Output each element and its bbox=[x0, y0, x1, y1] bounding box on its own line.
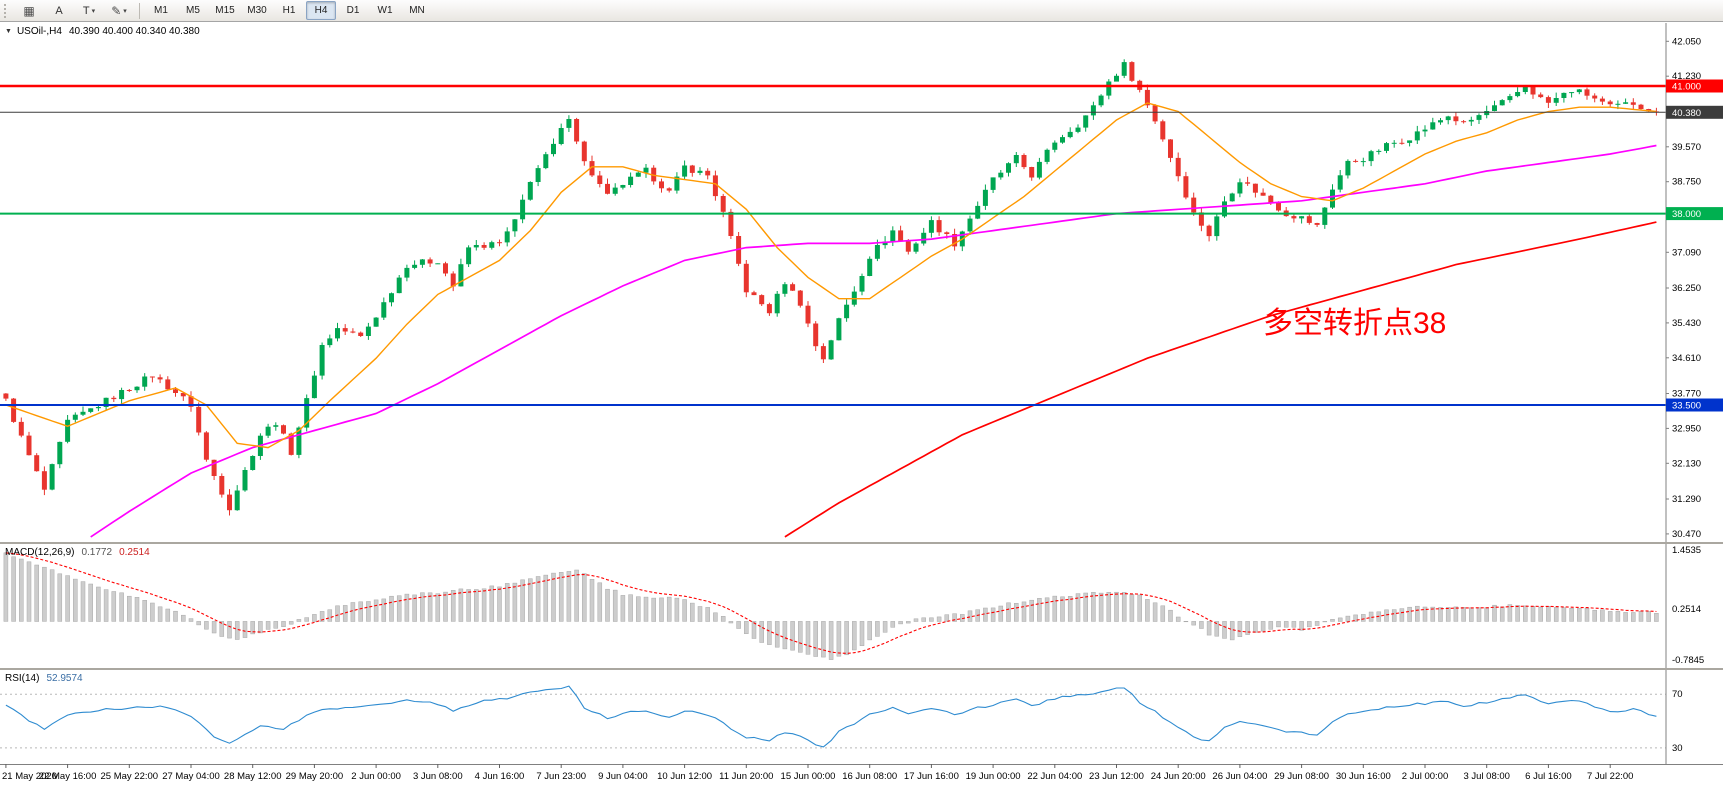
svg-text:29 Jun 08:00: 29 Jun 08:00 bbox=[1274, 771, 1329, 782]
svg-text:42.050: 42.050 bbox=[1672, 36, 1701, 47]
font-tool-button[interactable]: A bbox=[45, 1, 73, 20]
svg-text:2 Jul 00:00: 2 Jul 00:00 bbox=[1402, 771, 1448, 782]
panel-divider[interactable] bbox=[0, 542, 1723, 544]
toolbar-separator bbox=[139, 2, 140, 19]
font-tool-label: A bbox=[55, 4, 63, 17]
svg-text:9 Jun 04:00: 9 Jun 04:00 bbox=[598, 771, 648, 782]
svg-text:26 Jun 04:00: 26 Jun 04:00 bbox=[1212, 771, 1267, 782]
timeframe-button-m15[interactable]: M15 bbox=[215, 5, 235, 16]
svg-text:38.000: 38.000 bbox=[1672, 209, 1701, 220]
svg-text:33.500: 33.500 bbox=[1672, 401, 1701, 412]
timeframe-button-h4[interactable]: H4 bbox=[306, 1, 336, 20]
text-tool-label: T bbox=[82, 4, 90, 17]
svg-text:30: 30 bbox=[1672, 743, 1683, 754]
svg-text:15 Jun 00:00: 15 Jun 00:00 bbox=[781, 771, 836, 782]
rsi-canvas[interactable]: 70 30 bbox=[0, 670, 1723, 764]
svg-text:31.290: 31.290 bbox=[1672, 494, 1701, 505]
text-label-tool-button[interactable]: T ▾ bbox=[75, 1, 103, 20]
price-chart-canvas[interactable]: 42.05041.23039.57038.75037.93037.09036.2… bbox=[0, 23, 1723, 542]
chart-symbol-title: USOil-,H4 bbox=[16, 26, 62, 37]
timeframe-button-m30[interactable]: M30 bbox=[247, 5, 267, 16]
toolbar-grip-handle[interactable] bbox=[4, 3, 10, 18]
svg-text:41.000: 41.000 bbox=[1672, 82, 1701, 93]
svg-text:4 Jun 16:00: 4 Jun 16:00 bbox=[475, 771, 525, 782]
pencil-icon: ✎ bbox=[111, 3, 122, 18]
svg-text:34.610: 34.610 bbox=[1672, 353, 1701, 364]
timeframe-button-mn[interactable]: MN bbox=[409, 5, 425, 16]
price-chart-panel: ▼ USOil-,H4 40.390 40.400 40.340 40.380 … bbox=[0, 23, 1723, 542]
svg-text:37.090: 37.090 bbox=[1672, 247, 1701, 258]
svg-text:7 Jul 22:00: 7 Jul 22:00 bbox=[1587, 771, 1633, 782]
svg-text:35.430: 35.430 bbox=[1672, 318, 1701, 329]
chart-header: ▼ USOil-,H4 40.390 40.400 40.340 40.380 bbox=[5, 26, 200, 37]
svg-text:39.570: 39.570 bbox=[1672, 142, 1701, 153]
svg-text:23 Jun 12:00: 23 Jun 12:00 bbox=[1089, 771, 1144, 782]
svg-text:3 Jul 08:00: 3 Jul 08:00 bbox=[1463, 771, 1509, 782]
svg-text:30.470: 30.470 bbox=[1672, 529, 1701, 540]
macd-header: MACD(12,26,9) 0.1772 0.2514 bbox=[5, 547, 150, 558]
svg-text:11 Jun 20:00: 11 Jun 20:00 bbox=[719, 771, 773, 782]
svg-text:33.770: 33.770 bbox=[1672, 389, 1701, 400]
svg-text:40.380: 40.380 bbox=[1672, 108, 1701, 119]
macd-main-value: 0.1772 bbox=[81, 547, 113, 558]
timeframe-button-w1[interactable]: W1 bbox=[377, 5, 393, 16]
svg-text:29 May 20:00: 29 May 20:00 bbox=[286, 771, 344, 782]
svg-text:2 Jun 00:00: 2 Jun 00:00 bbox=[351, 771, 401, 782]
svg-text:19 Jun 00:00: 19 Jun 00:00 bbox=[966, 771, 1021, 782]
rsi-panel: RSI(14) 52.9574 70 30 bbox=[0, 670, 1723, 764]
svg-text:36.250: 36.250 bbox=[1672, 283, 1701, 294]
svg-text:70: 70 bbox=[1672, 689, 1683, 700]
svg-text:21 May 2020: 21 May 2020 bbox=[2, 771, 57, 782]
svg-text:0.2514: 0.2514 bbox=[1672, 604, 1701, 615]
panel-divider[interactable] bbox=[0, 668, 1723, 670]
timeframe-button-m1[interactable]: M1 bbox=[154, 5, 168, 16]
chevron-down-icon: ▾ bbox=[123, 7, 127, 15]
chart-grid-icon: ▦ bbox=[23, 3, 35, 18]
svg-text:24 Jun 20:00: 24 Jun 20:00 bbox=[1151, 771, 1206, 782]
svg-text:38.750: 38.750 bbox=[1672, 177, 1701, 188]
svg-text:22 May 16:00: 22 May 16:00 bbox=[39, 771, 97, 782]
svg-text:22 Jun 04:00: 22 Jun 04:00 bbox=[1027, 771, 1082, 782]
svg-text:3 Jun 08:00: 3 Jun 08:00 bbox=[413, 771, 463, 782]
chevron-down-icon: ▾ bbox=[91, 7, 96, 15]
macd-panel: MACD(12,26,9) 0.1772 0.2514 1.4535 0.2514… bbox=[0, 544, 1723, 668]
chart-ohlc-values: 40.390 40.400 40.340 40.380 bbox=[68, 26, 200, 37]
timeframe-button-m5[interactable]: M5 bbox=[186, 5, 200, 16]
svg-text:7 Jun 23:00: 7 Jun 23:00 bbox=[536, 771, 586, 782]
svg-text:16 Jun 08:00: 16 Jun 08:00 bbox=[842, 771, 897, 782]
timeframe-button-d1[interactable]: D1 bbox=[346, 5, 360, 16]
svg-text:6 Jul 16:00: 6 Jul 16:00 bbox=[1525, 771, 1571, 782]
svg-text:17 Jun 16:00: 17 Jun 16:00 bbox=[904, 771, 959, 782]
drawing-tool-button[interactable]: ✎ ▾ bbox=[105, 1, 133, 20]
main-toolbar: ▦ A T ▾ ✎ ▾ M1 M5 M15 M30 H1 H4 D1 W1 MN bbox=[0, 0, 1723, 22]
svg-text:32.130: 32.130 bbox=[1672, 458, 1701, 469]
svg-text:27 May 04:00: 27 May 04:00 bbox=[162, 771, 220, 782]
chart-grid-button[interactable]: ▦ bbox=[15, 1, 43, 20]
svg-text:25 May 22:00: 25 May 22:00 bbox=[101, 771, 159, 782]
svg-text:-0.7845: -0.7845 bbox=[1672, 655, 1704, 666]
svg-text:30 Jun 16:00: 30 Jun 16:00 bbox=[1336, 771, 1391, 782]
svg-text:28 May 12:00: 28 May 12:00 bbox=[224, 771, 282, 782]
rsi-label: RSI(14) bbox=[5, 673, 40, 684]
svg-text:1.4535: 1.4535 bbox=[1672, 545, 1701, 556]
macd-canvas[interactable]: 1.4535 0.2514 -0.7845 bbox=[0, 544, 1723, 668]
time-axis[interactable]: 21 May 2020 22 May 16:00 25 May 22:00 27 Ma… bbox=[0, 764, 1723, 793]
timeframe-buttons: M1 M5 M15 M30 H1 H4 D1 W1 MN bbox=[145, 1, 433, 20]
chart-annotation: 多空转折点38 bbox=[1263, 307, 1447, 340]
svg-text:41.230: 41.230 bbox=[1672, 71, 1701, 82]
svg-text:10 Jun 12:00: 10 Jun 12:00 bbox=[657, 771, 712, 782]
symbol-dropdown-icon[interactable]: ▼ bbox=[5, 28, 12, 35]
timeframe-button-h1[interactable]: H1 bbox=[282, 5, 296, 16]
rsi-header: RSI(14) 52.9574 bbox=[5, 673, 83, 684]
macd-signal-value: 0.2514 bbox=[119, 547, 150, 558]
macd-label: MACD(12,26,9) bbox=[5, 547, 75, 558]
rsi-value: 52.9574 bbox=[46, 673, 83, 684]
svg-text:32.950: 32.950 bbox=[1672, 423, 1701, 434]
